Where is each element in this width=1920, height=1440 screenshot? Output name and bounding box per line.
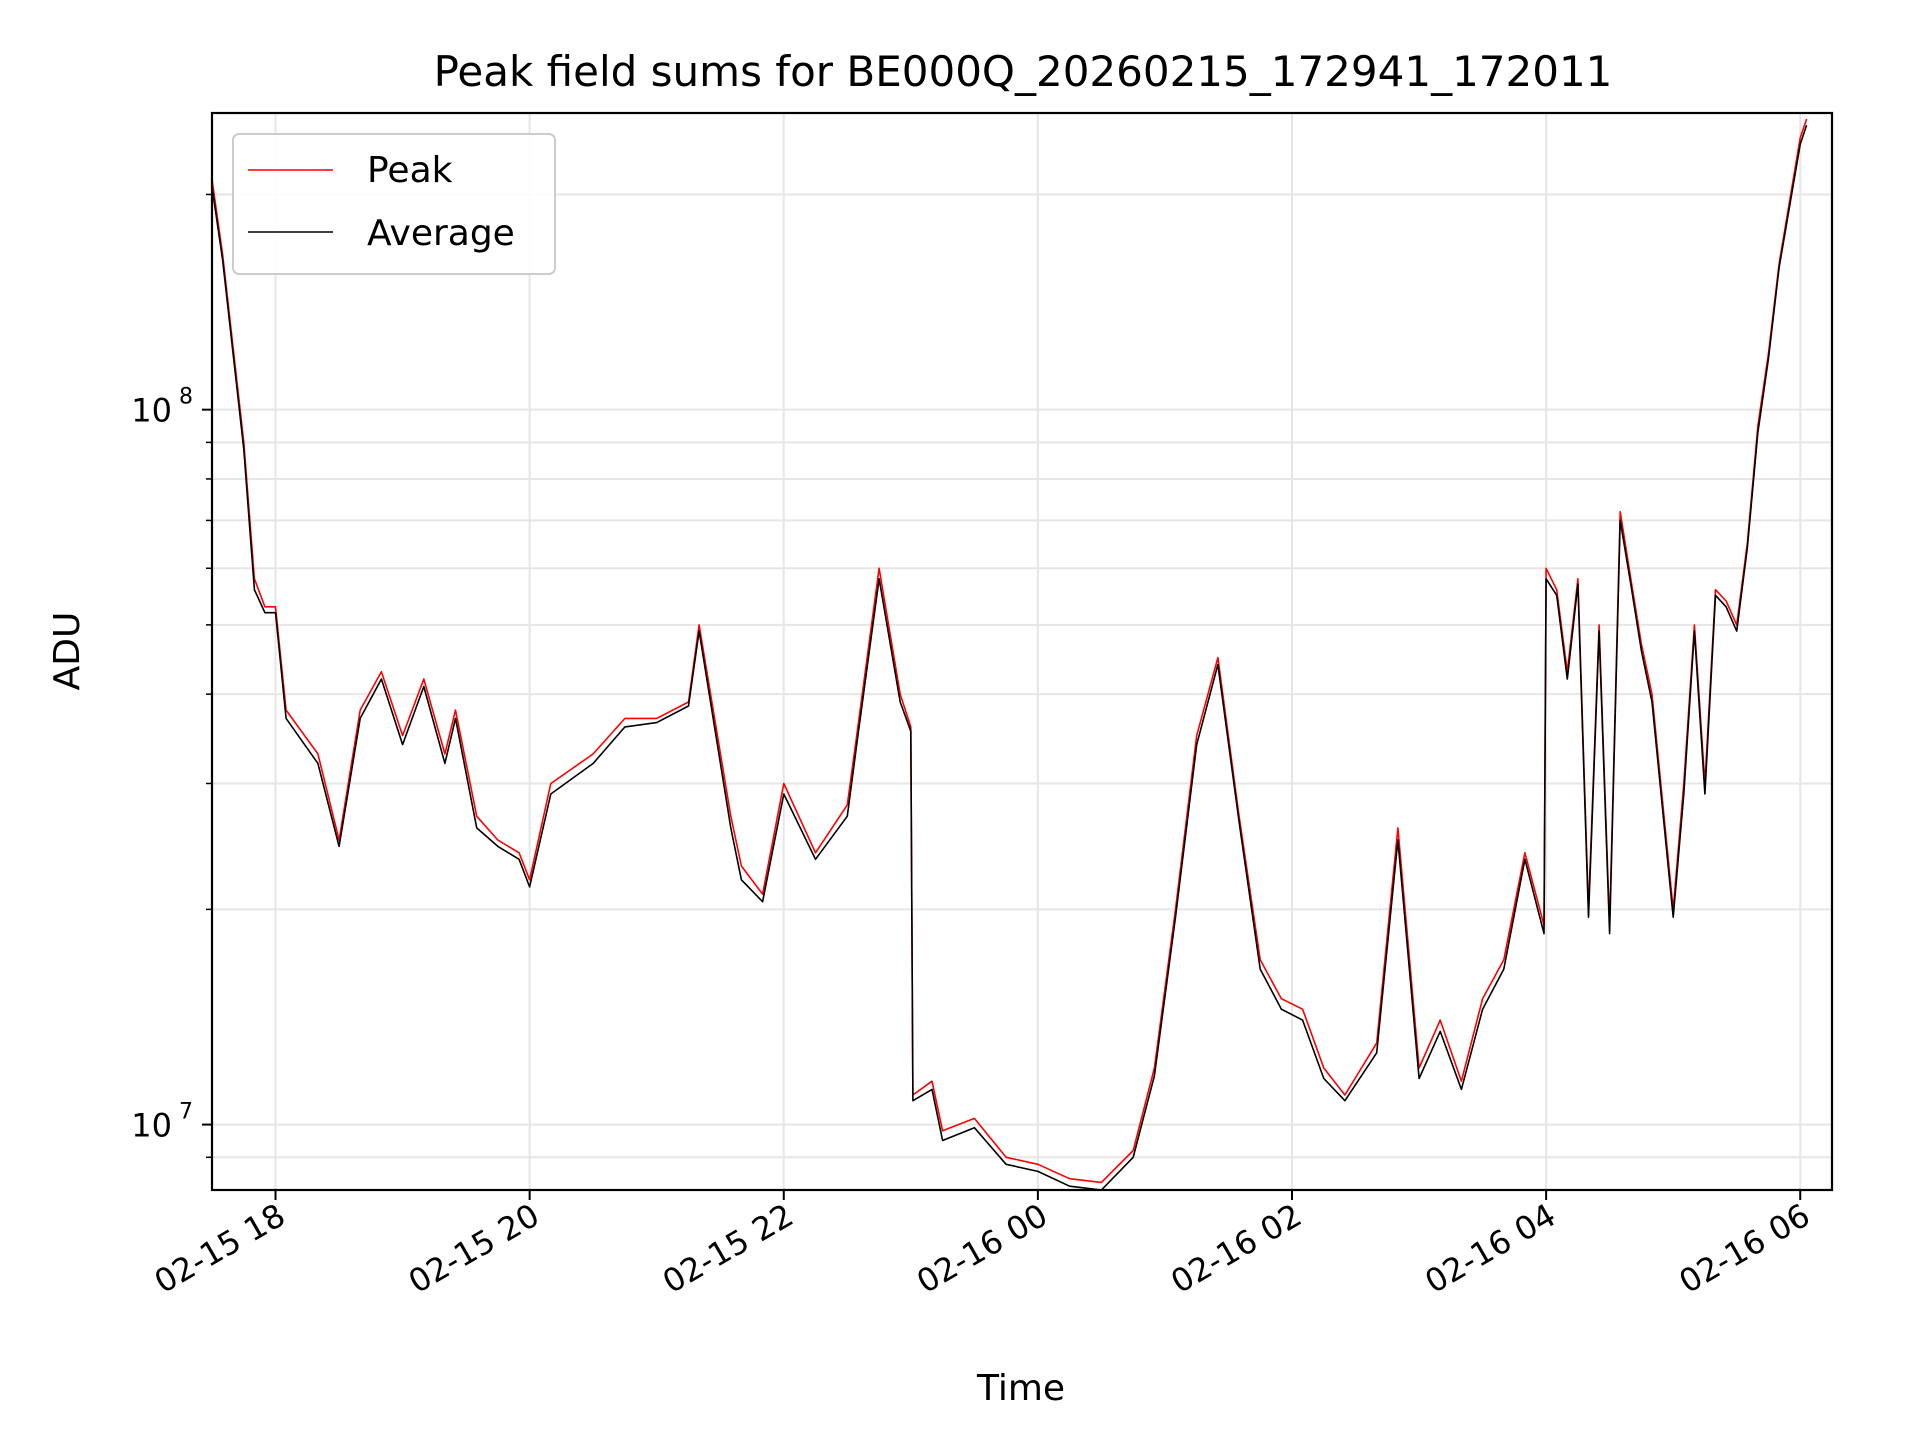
series-layer xyxy=(212,118,1808,1190)
legend-box xyxy=(232,133,556,275)
y-axis-label: ADU xyxy=(47,612,88,691)
chart-title: Peak field sums for BE000Q_20260215_1729… xyxy=(434,47,1613,96)
plot-frame xyxy=(210,111,1834,1192)
grid-lines xyxy=(212,113,1832,1190)
y-tick-exponent: 8 xyxy=(179,385,193,410)
y-tick-label: 10 xyxy=(131,392,172,430)
series-line-peak xyxy=(212,118,1808,1184)
series-line-average xyxy=(212,124,1808,1190)
y-tick-label: 10 xyxy=(131,1107,172,1145)
legend-average-label: Average xyxy=(367,213,515,254)
x-axis-label: Time xyxy=(976,1368,1065,1409)
y-axis: 10 7 10 8 xyxy=(131,193,212,1159)
legend: Peak Average xyxy=(232,133,556,275)
legend-peak-label: Peak xyxy=(367,150,453,191)
y-tick-exponent: 7 xyxy=(179,1100,193,1125)
